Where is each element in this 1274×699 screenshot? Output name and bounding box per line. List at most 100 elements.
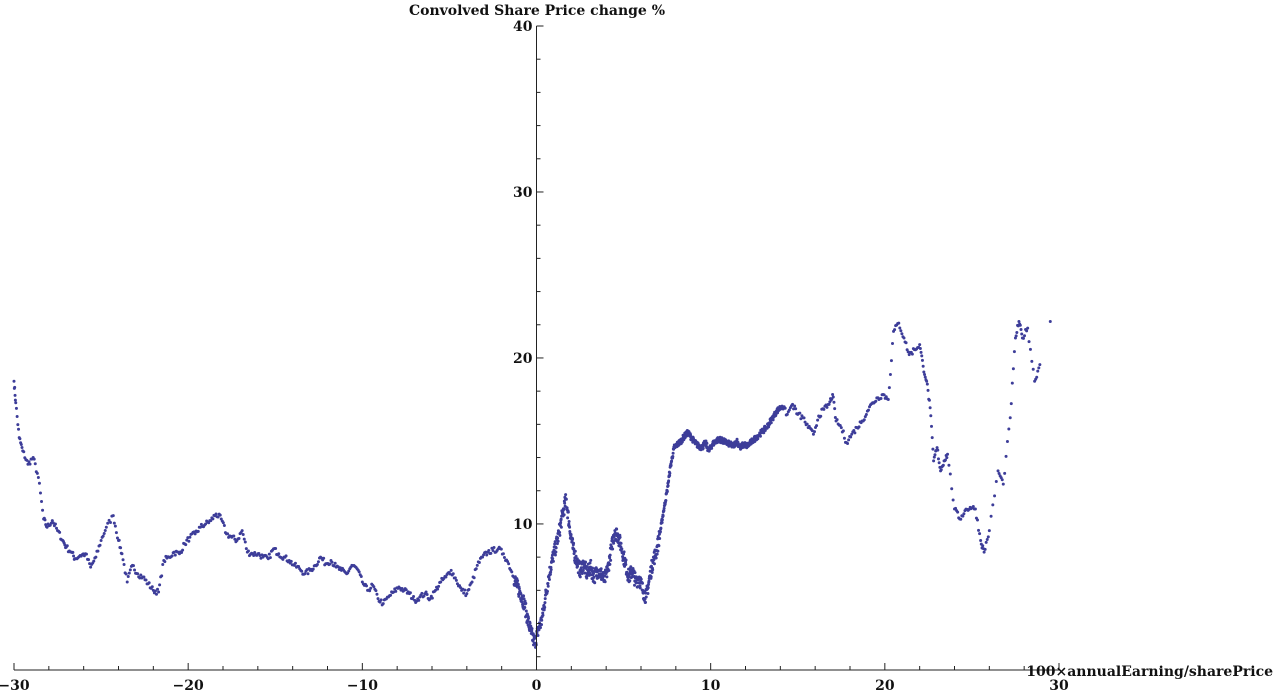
data-point — [111, 514, 115, 518]
data-point — [207, 521, 211, 525]
data-point — [585, 576, 589, 580]
data-point — [96, 549, 100, 553]
data-point — [659, 526, 663, 530]
data-point — [666, 484, 670, 488]
data-point — [584, 560, 588, 564]
data-point — [1017, 319, 1021, 323]
data-point — [987, 529, 991, 533]
data-point — [119, 546, 123, 550]
data-point — [825, 405, 829, 409]
data-point — [612, 534, 616, 538]
x-axis-label: 100×annualEarning/sharePrice — [1026, 664, 1273, 680]
data-point — [58, 530, 62, 534]
data-point — [975, 518, 979, 522]
data-points — [12, 319, 1052, 649]
data-point — [926, 388, 930, 392]
data-point — [376, 597, 380, 601]
data-point — [769, 421, 773, 425]
data-point — [549, 570, 553, 574]
data-point — [156, 587, 160, 591]
data-point — [989, 514, 993, 518]
data-point — [946, 452, 950, 456]
data-point — [554, 550, 558, 554]
data-point — [277, 552, 281, 556]
data-point — [978, 532, 982, 536]
data-point — [102, 532, 106, 536]
data-point — [542, 608, 546, 612]
data-point — [524, 609, 528, 613]
data-point — [899, 329, 903, 333]
data-point — [209, 519, 213, 523]
data-point — [1028, 347, 1032, 351]
data-point — [930, 424, 934, 428]
data-point — [489, 551, 493, 555]
x-tick-label: 30 — [1049, 678, 1069, 694]
data-point — [705, 441, 709, 445]
data-point — [485, 553, 489, 557]
data-point — [241, 533, 245, 537]
data-point — [218, 513, 222, 517]
data-point — [274, 547, 278, 551]
data-point — [13, 393, 17, 397]
data-point — [984, 540, 988, 544]
data-point — [667, 479, 671, 483]
axis-ticks: −30 −20 −10 0 10 20 30 10 20 30 40 — [0, 19, 1069, 694]
data-point — [1005, 439, 1009, 443]
data-point — [891, 341, 894, 345]
data-point — [927, 398, 931, 402]
data-point — [932, 459, 936, 463]
data-point — [756, 437, 760, 441]
data-point — [170, 554, 174, 558]
data-point — [38, 491, 42, 495]
data-point — [935, 446, 939, 450]
data-point — [624, 562, 628, 566]
data-point — [857, 425, 861, 429]
data-point — [559, 521, 563, 525]
data-point — [492, 546, 496, 550]
data-point — [449, 568, 453, 572]
data-point — [328, 562, 332, 566]
data-point — [918, 346, 922, 350]
data-point — [372, 585, 376, 589]
data-point — [412, 595, 416, 599]
data-point — [559, 517, 563, 521]
data-point — [125, 580, 129, 584]
data-point — [35, 471, 39, 475]
data-point — [546, 582, 550, 586]
data-point — [470, 580, 474, 584]
data-point — [923, 373, 927, 376]
data-point — [581, 568, 585, 572]
data-point — [124, 572, 128, 576]
data-point — [588, 561, 592, 565]
data-point — [551, 557, 555, 561]
data-point — [541, 611, 545, 615]
data-point — [982, 550, 986, 554]
data-point — [933, 453, 937, 457]
data-point — [874, 399, 878, 403]
x-tick-label: 20 — [875, 678, 895, 694]
data-point — [144, 578, 148, 582]
data-point — [18, 437, 22, 441]
data-point — [394, 589, 398, 593]
data-point — [591, 572, 595, 576]
data-point — [541, 613, 545, 617]
data-point — [920, 354, 924, 358]
data-point — [561, 510, 565, 514]
data-point — [562, 513, 566, 517]
data-point — [150, 585, 154, 589]
data-point — [104, 525, 108, 529]
data-point — [943, 458, 947, 462]
data-point — [444, 575, 448, 579]
data-point — [819, 414, 823, 418]
data-point — [633, 571, 637, 575]
data-point — [520, 600, 524, 604]
data-point — [1031, 367, 1035, 371]
data-point — [114, 531, 118, 535]
data-point — [668, 474, 672, 478]
data-point — [920, 358, 924, 362]
data-point — [33, 462, 37, 466]
data-point — [792, 407, 796, 411]
data-point — [839, 426, 843, 430]
data-point — [539, 623, 543, 627]
data-point — [491, 548, 495, 552]
